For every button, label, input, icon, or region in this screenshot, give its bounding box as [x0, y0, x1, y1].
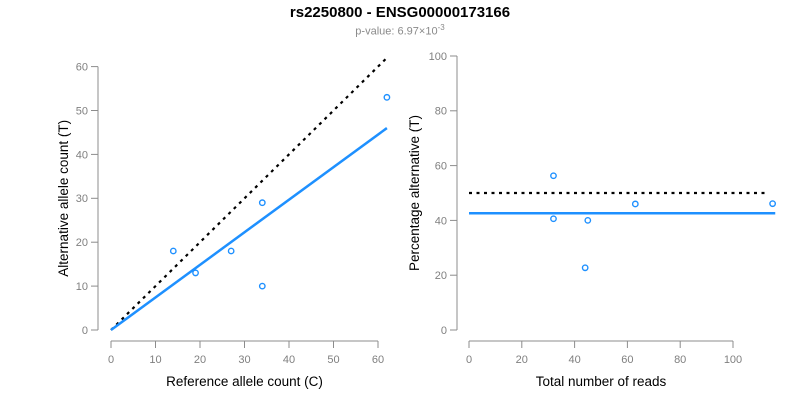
figure-title: rs2250800 - ENSG00000173166 — [289, 4, 511, 21]
y-tick-label: 20 — [435, 270, 447, 282]
y-tick-label: 60 — [76, 61, 88, 73]
y-tick-label: 80 — [435, 106, 447, 118]
x-tick-label: 60 — [372, 354, 384, 366]
data-point — [227, 247, 235, 255]
x-axis-title: Total number of reads — [536, 374, 667, 389]
x-axis-title: Reference allele count (C) — [166, 374, 323, 389]
data-point — [192, 269, 199, 277]
x-tick-label: 40 — [283, 354, 295, 366]
percentage-alternative-scatter: 0 20 40 60 80 100 0 20 40 60 80 100 Total number of … — [407, 51, 776, 389]
y-tick-label: 50 — [76, 105, 88, 117]
y-tick-label: 100 — [429, 51, 447, 63]
data-point — [258, 199, 266, 207]
y-tick-label: 20 — [76, 237, 88, 249]
x-tick-label: 20 — [516, 354, 528, 366]
data-point — [258, 282, 266, 290]
data-point — [631, 200, 639, 208]
y-tick-label: 0 — [441, 325, 447, 337]
x-tick-label: 40 — [568, 354, 580, 366]
x-tick-label: 80 — [674, 354, 686, 366]
identity-diagonal-line — [110, 57, 388, 331]
x-tick-label: 100 — [724, 354, 742, 366]
y-tick-label: 0 — [82, 325, 88, 337]
pvalue-text: p-value: 6.97×10 — [355, 25, 438, 38]
y-tick-label: 10 — [76, 281, 88, 293]
x-tick-label: 0 — [108, 354, 114, 366]
data-point — [383, 93, 391, 101]
pvalue-exponent: -3 — [437, 23, 445, 32]
y-axis-title: Alternative allele count (T) — [56, 120, 71, 277]
x-tick-label: 10 — [149, 354, 161, 366]
data-point — [550, 172, 557, 180]
figure-subtitle: p-value: 6.97×10-3 — [0, 23, 800, 38]
allele-count-scatter: 0 10 20 30 40 50 60 0 10 20 30 40 50 60 Reference alle… — [56, 57, 391, 389]
regression-line — [110, 127, 388, 332]
x-tick-label: 50 — [327, 354, 339, 366]
y-tick-label: 40 — [435, 215, 447, 227]
x-tick-label: 20 — [194, 354, 206, 366]
y-axis-title: Percentage alternative (T) — [407, 115, 422, 271]
data-point — [550, 215, 557, 223]
y-tick-label: 30 — [76, 193, 88, 205]
x-tick-label: 30 — [238, 354, 250, 366]
data-point — [169, 247, 177, 255]
y-tick-label: 60 — [435, 160, 447, 172]
x-tick-label: 60 — [621, 354, 633, 366]
data-point — [769, 200, 776, 208]
data-point — [584, 216, 592, 224]
y-tick-label: 40 — [76, 149, 88, 161]
x-tick-label: 0 — [466, 354, 472, 366]
data-point — [581, 264, 589, 272]
